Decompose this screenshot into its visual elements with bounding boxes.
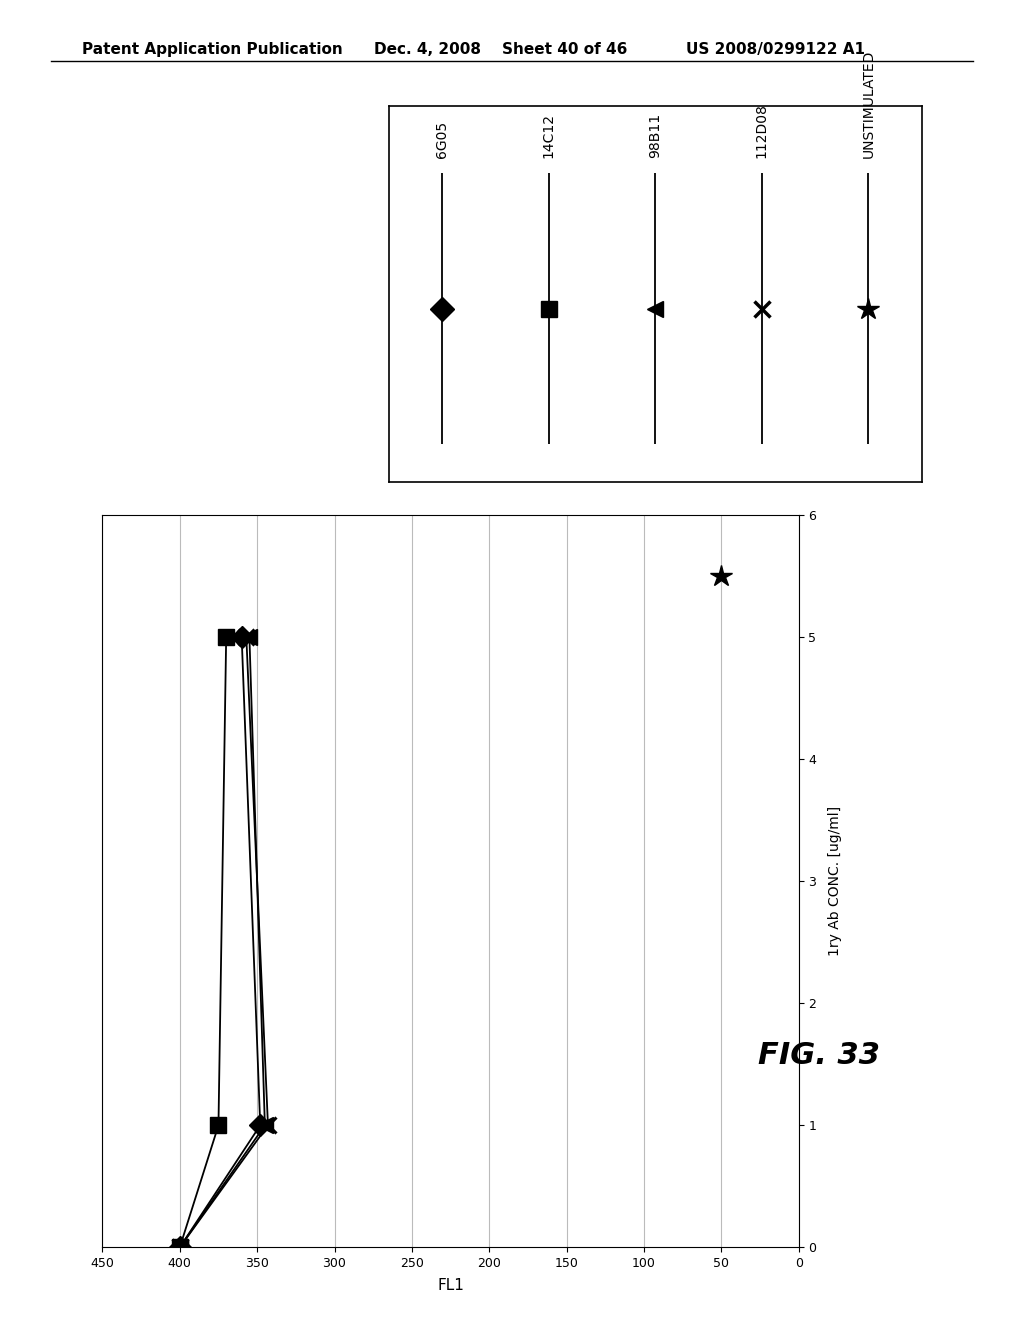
Text: 14C12: 14C12 <box>542 114 556 158</box>
Text: UNSTIMULATED: UNSTIMULATED <box>861 50 876 158</box>
Text: 6G05: 6G05 <box>435 121 450 158</box>
Y-axis label: 1ry Ab CONC. [ug/ml]: 1ry Ab CONC. [ug/ml] <box>827 807 842 956</box>
Text: US 2008/0299122 A1: US 2008/0299122 A1 <box>686 42 865 57</box>
Text: Dec. 4, 2008    Sheet 40 of 46: Dec. 4, 2008 Sheet 40 of 46 <box>374 42 627 57</box>
Text: FIG. 33: FIG. 33 <box>758 1041 881 1071</box>
Text: 112D08: 112D08 <box>755 103 769 158</box>
X-axis label: FL1: FL1 <box>437 1279 464 1294</box>
Text: Patent Application Publication: Patent Application Publication <box>82 42 343 57</box>
Text: 98B11: 98B11 <box>648 114 663 158</box>
